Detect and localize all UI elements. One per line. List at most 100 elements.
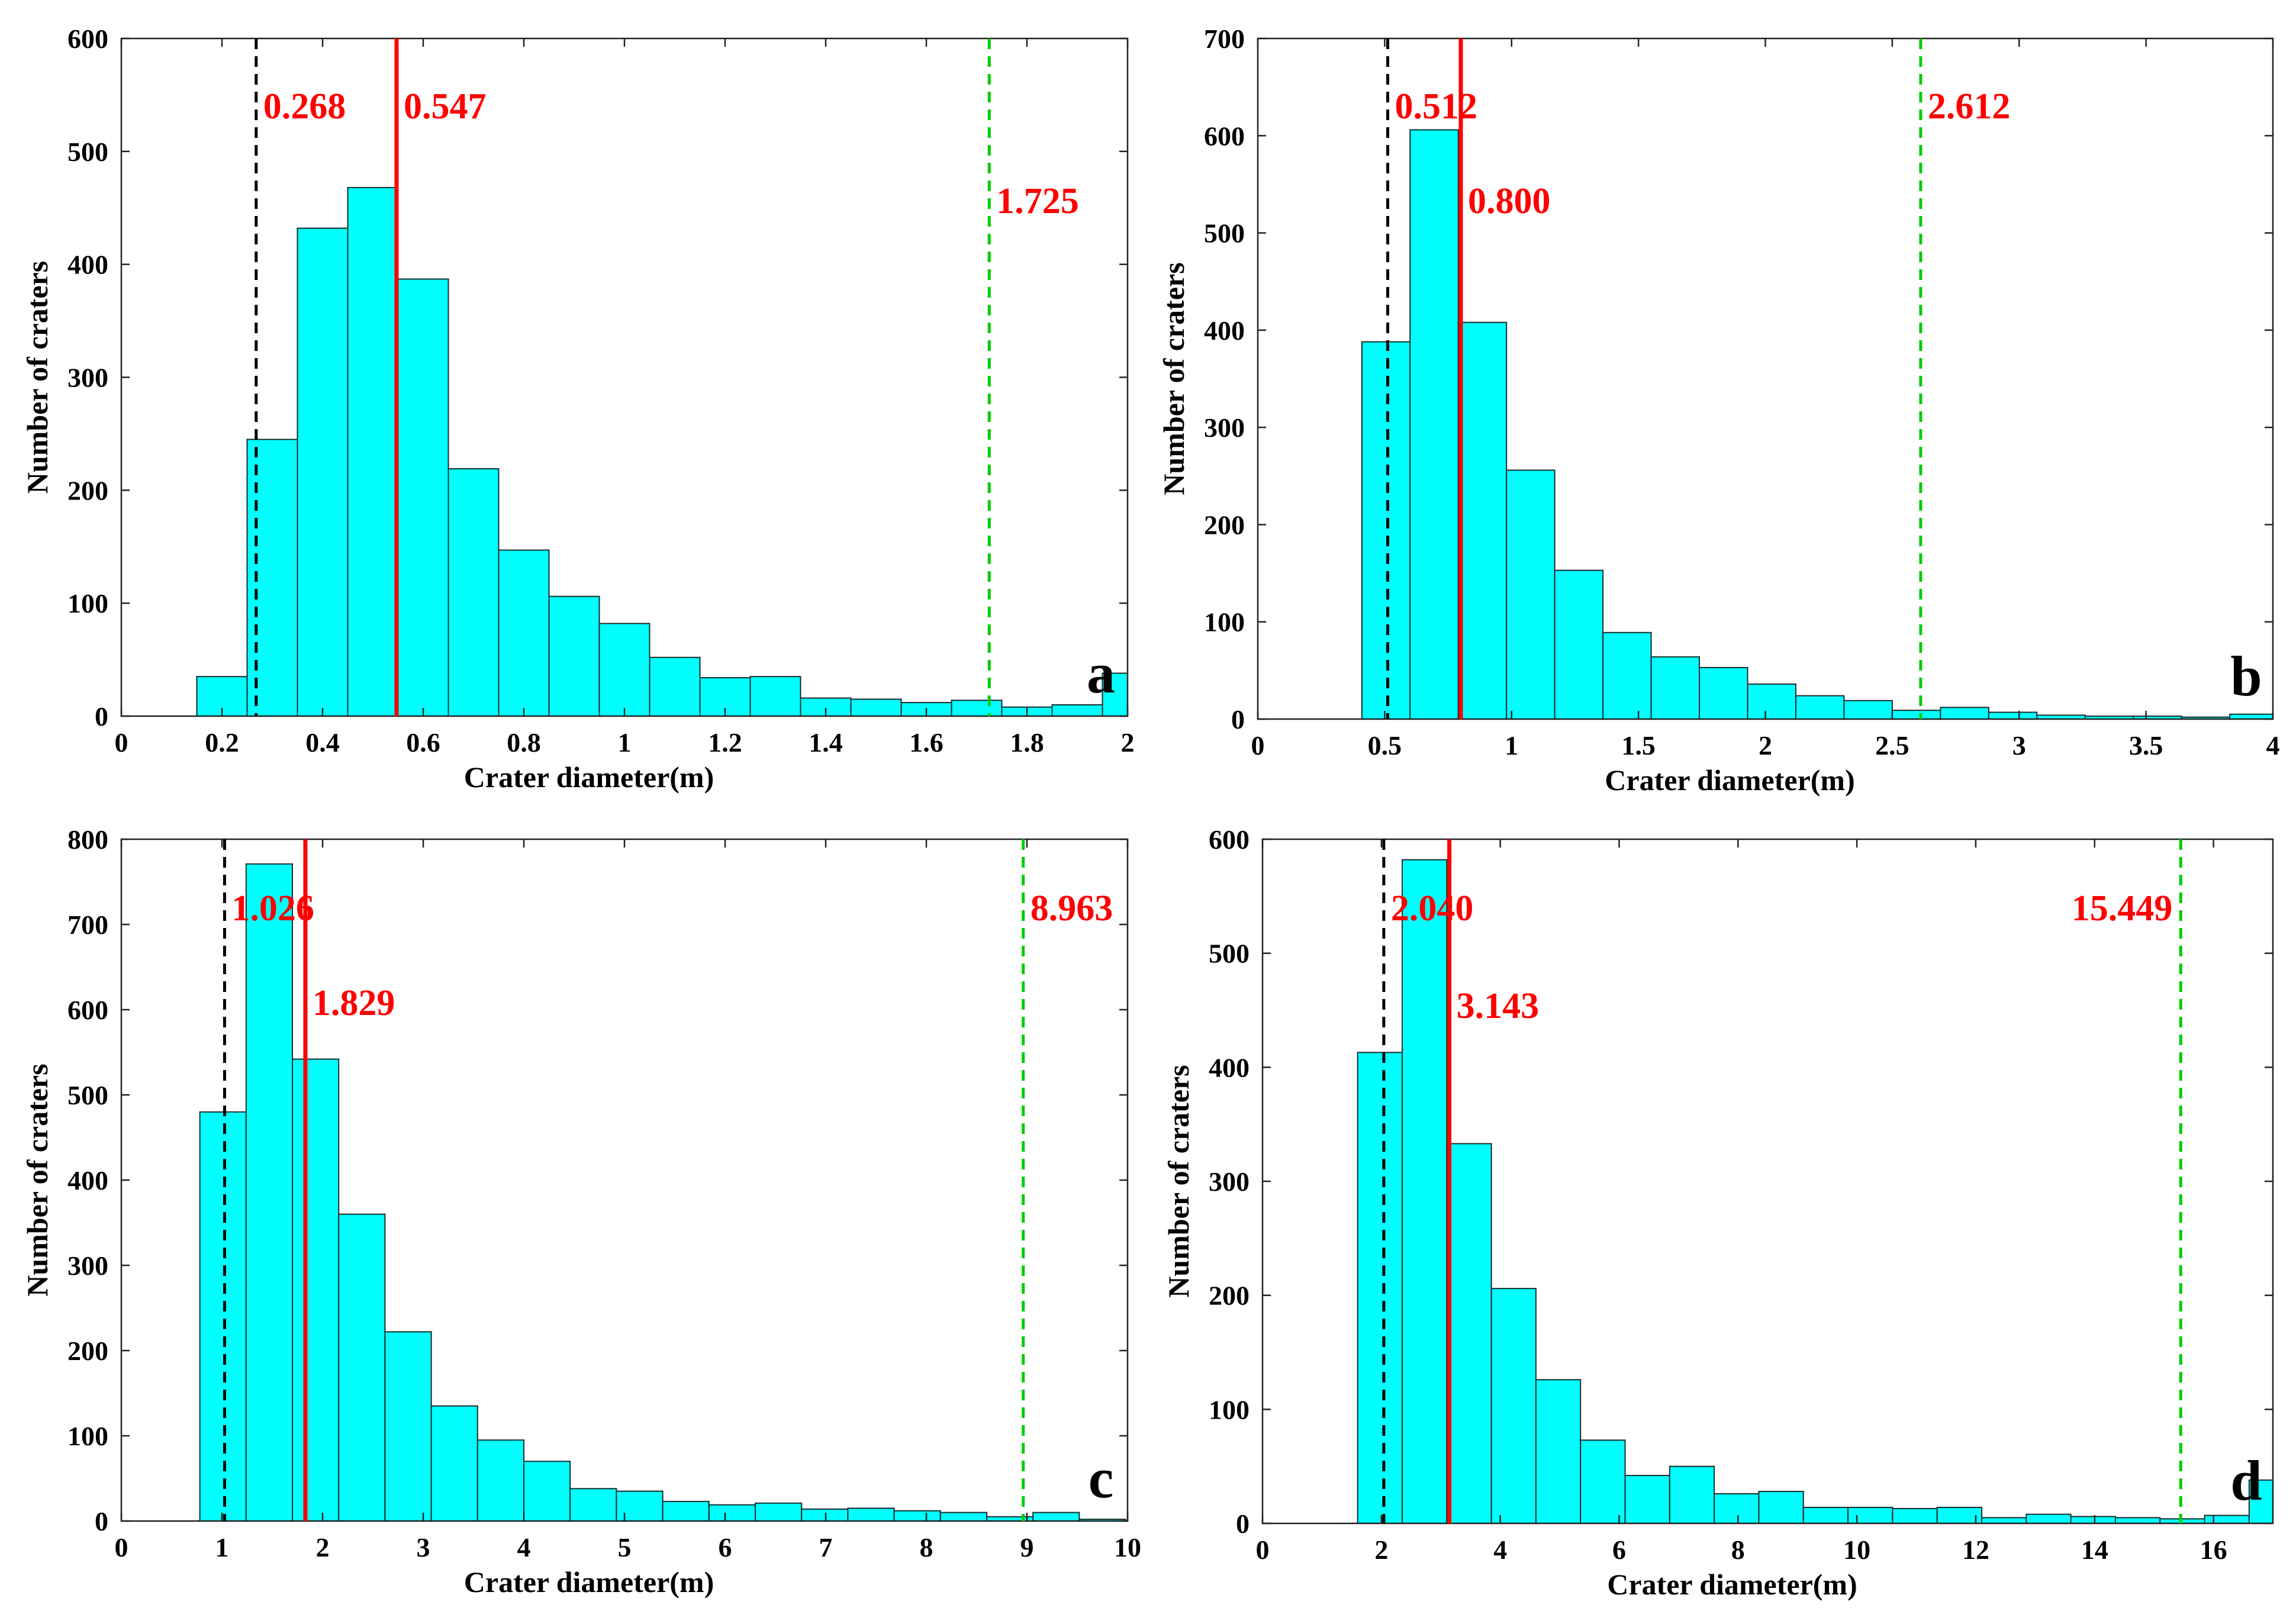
median-value-label: 0.547 [404, 86, 487, 127]
histogram-bar [1981, 1517, 2027, 1525]
histogram-bar [384, 1331, 432, 1522]
histogram-bar [1490, 1288, 1537, 1525]
histogram-bar [1699, 666, 1748, 720]
histogram-bar [2204, 1515, 2250, 1525]
y-tick-label: 800 [67, 824, 108, 855]
x-tick-label: 5 [618, 1532, 632, 1562]
lower-value-label: 2.040 [1391, 888, 1474, 929]
histogram-bar [245, 863, 293, 1522]
x-tick-label: 4 [2266, 730, 2280, 761]
histogram-bar [338, 1213, 386, 1522]
histogram-bar [2070, 1516, 2116, 1524]
y-tick-label: 200 [67, 475, 108, 505]
histogram-bar [1602, 631, 1652, 720]
y-tick-label: 300 [1209, 1167, 1250, 1197]
y-axis-title: Number of craters [21, 261, 54, 494]
y-tick-label: 300 [67, 363, 108, 393]
histogram-bar [569, 1488, 617, 1522]
x-axis-title: Crater diameter(m) [1607, 1568, 1857, 1601]
upper-value-label: 8.963 [1031, 888, 1113, 929]
x-tick-label: 2.5 [1875, 730, 1909, 761]
histogram-bar [939, 1512, 988, 1522]
histogram-bar [649, 656, 701, 717]
x-tick-label: 0.8 [507, 727, 541, 758]
x-axis-title: Crater diameter(m) [1605, 763, 1854, 797]
lower-value-label: 0.268 [263, 86, 346, 127]
histogram-bar [1032, 1512, 1080, 1522]
median-value-label: 3.143 [1457, 986, 1540, 1026]
panel-letter: c [1089, 1446, 1114, 1510]
upper-value-label: 1.725 [996, 181, 1079, 221]
chart-panel-c: 0 1 2 3 4 5 6 7 8 9 100100200300400500600700800Cra… [21, 824, 1141, 1599]
x-tick-label: 2 [1759, 730, 1772, 761]
histogram-bar [1650, 656, 1701, 720]
y-tick-label: 600 [1204, 121, 1245, 151]
histogram-bar [430, 1405, 478, 1522]
x-tick-label: 8 [920, 1532, 933, 1562]
chart-panel-a: 0 0.2 0.4 0.6 0.8 1 1.2 1.4 1.6 1.8 2 0 100 200 300 400… [21, 24, 1135, 794]
histogram-bar [292, 1058, 340, 1522]
histogram-bar [476, 1439, 524, 1522]
y-tick-label: 100 [1209, 1394, 1250, 1425]
histogram-bar [2248, 1479, 2274, 1524]
y-tick-label: 200 [1209, 1281, 1250, 1311]
histogram-bar [850, 698, 902, 717]
y-tick-label: 400 [1204, 315, 1245, 346]
histogram-bar [1580, 1439, 1626, 1524]
histogram-bar [598, 623, 651, 717]
y-tick-label: 100 [1204, 607, 1245, 637]
x-tick-label: 4 [1493, 1535, 1507, 1565]
histogram-bar [1747, 683, 1796, 720]
x-tick-label: 1.5 [1621, 730, 1656, 761]
lower-value-label: 0.512 [1395, 86, 1478, 127]
x-tick-label: 3 [417, 1532, 430, 1562]
x-tick-label: 1 [618, 727, 632, 758]
y-tick-label: 600 [67, 24, 108, 54]
histogram-bar [1554, 569, 1604, 720]
x-tick-label: 7 [819, 1532, 833, 1562]
x-tick-label: 1 [1505, 730, 1518, 761]
x-tick-label: 1.8 [1010, 727, 1044, 758]
x-tick-label: 1.6 [909, 727, 943, 758]
histogram-bar [523, 1461, 571, 1522]
histogram-bar [397, 278, 449, 717]
lower-value-label: 1.026 [231, 888, 314, 929]
x-axis-title: Crater diameter(m) [464, 761, 714, 794]
histogram-bar [801, 1508, 849, 1522]
y-tick-label: 0 [1231, 704, 1245, 734]
x-axis-title: Crater diameter(m) [464, 1565, 714, 1599]
histogram-bar [1988, 711, 2038, 720]
x-tick-label: 10 [1843, 1535, 1870, 1565]
x-tick-label: 0 [1256, 1535, 1270, 1565]
histogram-bar [1936, 1507, 1982, 1524]
y-tick-label: 0 [95, 1506, 108, 1536]
histogram-bar [662, 1500, 710, 1522]
y-tick-label: 400 [67, 250, 108, 280]
upper-value-label: 15.449 [2072, 888, 2173, 929]
histogram-bar [1891, 710, 1941, 720]
x-tick-label: 0 [115, 727, 128, 758]
histogram-bar [1446, 1143, 1492, 1525]
x-tick-label: 2 [316, 1532, 330, 1562]
histogram-bar [1409, 129, 1459, 720]
x-tick-label: 0.5 [1368, 730, 1402, 761]
x-tick-label: 3.5 [2129, 730, 2163, 761]
histogram-bar [616, 1490, 664, 1522]
chart-panel-b: 0 0.5 1 1.5 2 2.5 3 3.5 4 0 100 200 300 400 500 600 700 C… [1157, 24, 2280, 797]
y-tick-label: 700 [67, 910, 108, 940]
x-tick-label: 2 [1374, 1535, 1388, 1565]
y-tick-label: 100 [67, 588, 108, 618]
histogram-bar [1457, 321, 1508, 720]
y-tick-label: 700 [1204, 24, 1245, 54]
y-tick-label: 400 [67, 1165, 108, 1196]
histogram-bar [1357, 1052, 1403, 1524]
y-axis-title: Number of craters [1157, 262, 1190, 495]
histogram-bar [1714, 1493, 1760, 1525]
histogram-bar [297, 227, 349, 717]
x-tick-label: 6 [719, 1532, 732, 1562]
x-tick-label: 4 [517, 1532, 531, 1562]
histogram-bar [1361, 341, 1411, 720]
x-tick-label: 1.4 [809, 727, 843, 758]
y-tick-label: 600 [1209, 824, 1250, 855]
panel-letter: d [2230, 1449, 2262, 1512]
